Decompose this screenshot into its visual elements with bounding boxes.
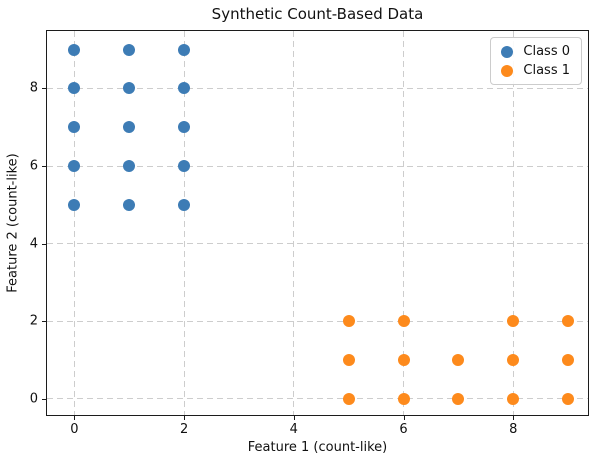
x-tick-mark-0 (74, 415, 76, 420)
scatter-point-class-1 (507, 353, 520, 366)
x-tick-mark-6 (403, 415, 405, 420)
gridline-y-2 (47, 320, 588, 322)
x-tick-mark-2 (184, 415, 186, 420)
scatter-point-class-0 (178, 121, 191, 134)
scatter-point-class-0 (123, 160, 136, 172)
y-tick-mark-8 (42, 88, 47, 90)
scatter-point-class-0 (178, 198, 191, 211)
scatter-point-class-0 (68, 82, 81, 95)
scatter-point-class-1 (342, 353, 355, 366)
scatter-point-class-1 (397, 315, 410, 328)
scatter-point-class-1 (342, 315, 355, 328)
legend-marker-icon (501, 45, 514, 58)
scatter-point-class-1 (397, 392, 410, 405)
y-tick-label-8: 8 (29, 80, 38, 96)
scatter-point-class-1 (562, 315, 575, 328)
gridline-x-6 (403, 31, 404, 415)
x-tick-label-4: 4 (289, 422, 298, 437)
scatter-point-class-0 (123, 82, 136, 95)
y-tick-label-4: 4 (29, 236, 38, 252)
gridline-y-4 (47, 243, 588, 245)
scatter-point-class-1 (507, 315, 520, 328)
x-tick-label-2: 2 (179, 422, 189, 437)
legend-item-0: Class 0 (501, 44, 570, 59)
scatter-point-class-1 (507, 392, 520, 405)
gridline-y-8 (47, 87, 588, 89)
plot-area: 0 2 4 6 8 0 2 4 6 8 Class 0 Class 1 (30, 30, 589, 437)
y-axis-label: Feature 2 (count-like) (5, 153, 21, 293)
legend-label: Class 0 (523, 44, 570, 59)
x-axis-label: Feature 1 (count-like) (247, 440, 388, 455)
y-tick-label-6: 6 (29, 158, 38, 174)
y-tick-label-0: 0 (29, 391, 38, 407)
scatter-point-class-0 (123, 43, 136, 56)
gridline-x-2 (183, 31, 185, 415)
gridline-x-0 (73, 31, 75, 415)
x-tick-mark-4 (293, 415, 295, 420)
x-tick-mark-8 (513, 415, 515, 420)
scatter-point-class-0 (68, 160, 81, 172)
scatter-point-class-1 (562, 353, 575, 366)
scatter-point-class-1 (452, 353, 465, 366)
scatter-point-class-0 (178, 82, 191, 95)
scatter-point-class-1 (452, 392, 465, 405)
y-tick-mark-6 (42, 166, 47, 167)
gridline-x-4 (293, 31, 295, 415)
y-tick-mark-4 (42, 243, 47, 245)
legend-label: Class 1 (523, 63, 570, 78)
scatter-point-class-0 (68, 121, 81, 134)
legend-marker-icon (501, 64, 514, 77)
legend-item-1: Class 1 (501, 63, 570, 78)
scatter-point-class-0 (178, 160, 191, 172)
x-tick-label-8: 8 (509, 422, 518, 437)
scatter-point-class-1 (397, 353, 410, 366)
scatter-point-class-0 (123, 198, 136, 211)
x-tick-label-0: 0 (70, 422, 79, 437)
y-tick-mark-2 (42, 321, 47, 323)
scatter-point-class-1 (342, 392, 355, 405)
scatter-point-class-0 (178, 43, 191, 56)
y-tick-mark-0 (42, 398, 47, 400)
y-tick-label-2: 2 (29, 313, 38, 329)
chart-title: Synthetic Count-Based Data (211, 5, 424, 23)
scatter-point-class-0 (123, 121, 136, 134)
x-tick-label-6: 6 (399, 422, 408, 437)
scatter-point-class-0 (68, 43, 81, 56)
gridline-x-8 (512, 31, 514, 415)
legend: Class 0 Class 1 (490, 37, 582, 85)
scatter-point-class-1 (562, 392, 575, 405)
scatter-point-class-0 (68, 198, 81, 211)
gridline-y-0 (47, 398, 588, 400)
gridline-y-6 (47, 165, 588, 167)
